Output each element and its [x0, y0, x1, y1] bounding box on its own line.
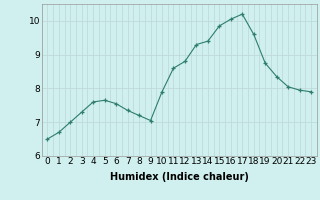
X-axis label: Humidex (Indice chaleur): Humidex (Indice chaleur)	[110, 172, 249, 182]
